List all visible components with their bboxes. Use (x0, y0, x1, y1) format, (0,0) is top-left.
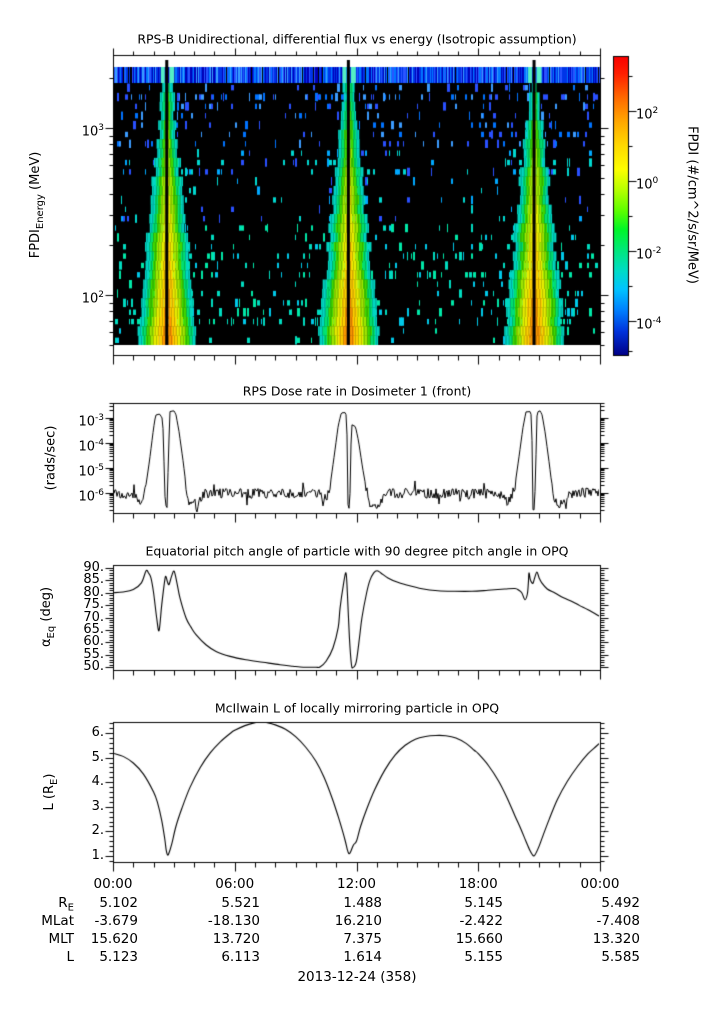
pitch-y-tick-label: 75. (83, 597, 104, 613)
table-row-label: L (66, 949, 74, 965)
lshell-y-tick-label: 6. (91, 725, 104, 740)
pitch-y-tick-label: 60. (83, 634, 104, 650)
time-tick-label: 00:00 (93, 876, 133, 892)
time-tick-label: 12:00 (337, 876, 376, 892)
spectrogram-y-tick-label: 102 (81, 290, 104, 307)
dose-title: RPS Dose rate in Dosimeter 1 (front) (242, 383, 472, 399)
table-value: 7.375 (343, 931, 382, 947)
dose-y-tick-label: 10-6 (78, 488, 104, 505)
pitch-y-tick-label: 70. (83, 609, 104, 625)
colorbar-tick-label: 102 (636, 106, 659, 123)
table-value: 5.123 (99, 949, 138, 965)
colorbar-tick-label: 10-4 (636, 316, 662, 333)
table-value: 13.320 (592, 931, 640, 947)
table-row-label: RE (58, 895, 74, 914)
time-tick-label: 18:00 (458, 876, 498, 892)
table-value: 5.585 (601, 949, 640, 965)
date-label: 2013-12-24 (358) (297, 969, 417, 985)
table-value: 5.492 (601, 895, 640, 911)
lshell-title: McIlwain L of locally mirroring particle… (214, 700, 500, 716)
table-value: 1.488 (343, 895, 382, 911)
table-value: 6.113 (221, 949, 260, 965)
table-value: -18.130 (207, 913, 260, 929)
table-value: -7.408 (596, 913, 640, 929)
spectrogram-y-axis-label: FPDIEnergy (MeV) (28, 151, 46, 259)
table-value: 13.720 (212, 931, 260, 947)
table-value: 15.660 (455, 931, 503, 947)
table-value: 5.155 (464, 949, 503, 965)
lshell-y-tick-label: 2. (91, 823, 104, 839)
table-value: -2.422 (459, 913, 503, 929)
pitch-y-tick-label: 50. (83, 659, 104, 674)
colorbar-tick-label: 10-2 (636, 246, 662, 263)
pitch-y-tick-label: 65. (83, 621, 104, 637)
dose-y-tick-label: 10-3 (78, 413, 104, 430)
time-tick-label: 00:00 (580, 876, 620, 892)
dose-y-tick-label: 10-4 (78, 438, 104, 455)
table-value: 1.614 (343, 949, 382, 965)
table-row-label: MLat (41, 913, 74, 929)
colorbar-label: FPDI (#/cm^2/s/sr/MeV) (684, 126, 700, 284)
pitch-title: Equatorial pitch angle of particle with … (145, 543, 569, 559)
table-value: -3.679 (94, 913, 138, 929)
lshell-y-tick-label: 3. (91, 798, 104, 814)
lshell-y-tick-label: 4. (91, 774, 104, 790)
table-row-label: MLT (48, 931, 74, 947)
colorbar-tick-label: 100 (636, 176, 659, 193)
pitch-y-tick-label: 80. (83, 584, 104, 600)
table-value: 5.102 (99, 895, 138, 911)
lshell-y-tick-label: 1. (91, 848, 104, 863)
table-value: 5.145 (464, 895, 503, 911)
pitch-y-tick-label: 90. (83, 560, 104, 575)
dose-y-tick-label: 10-5 (78, 463, 104, 480)
spectrogram-y-tick-label: 103 (81, 123, 104, 140)
time-tick-label: 06:00 (215, 876, 255, 892)
spectrogram-title: RPS-B Unidirectional, differential flux … (137, 31, 577, 47)
table-value: 15.620 (90, 931, 138, 947)
table-value: 16.210 (334, 913, 382, 929)
pitch-y-tick-label: 85. (83, 572, 104, 588)
table-value: 5.521 (221, 895, 260, 911)
pitch-y-tick-label: 55. (83, 646, 104, 662)
lshell-y-tick-label: 5. (91, 749, 104, 765)
